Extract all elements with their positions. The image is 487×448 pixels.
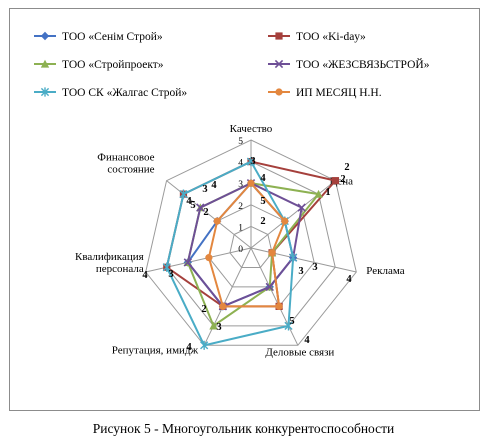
point-marker [274, 59, 284, 69]
legend-label: ТОО «ЖЕЗСВЯЗЬСТРОЙ» [296, 57, 430, 71]
point-marker [40, 59, 50, 68]
point-marker [331, 177, 340, 185]
data-label: 5 [190, 200, 195, 211]
data-label: 2 [344, 162, 349, 173]
series-line [186, 182, 303, 308]
point-marker [209, 321, 218, 330]
radial-tick-label: 5 [238, 137, 243, 147]
point-marker [205, 254, 213, 262]
radial-tick-label: 1 [238, 223, 243, 233]
data-label: 3 [168, 269, 173, 280]
legend-item: ИП МЕСЯЦ Н.Н. [268, 87, 382, 99]
point-marker [275, 88, 283, 96]
grid-spoke [250, 247, 299, 346]
data-label: 4 [260, 173, 266, 184]
point-marker [289, 253, 298, 263]
category-label: Деловые связи [265, 346, 334, 358]
data-label: 3 [312, 262, 317, 273]
series-line [165, 160, 295, 347]
series-4 [183, 179, 306, 311]
data-label: 3 [250, 156, 255, 167]
point-marker [213, 217, 221, 225]
data-label: 4 [304, 335, 310, 346]
point-marker [297, 203, 306, 212]
point-marker [281, 217, 289, 225]
grid-spoke [250, 180, 336, 249]
data-label: 2 [340, 174, 345, 185]
grid-ring-1 [229, 225, 273, 268]
category-label: Квалификация персонала [75, 251, 144, 275]
data-label: 4 [346, 274, 352, 285]
point-marker [275, 302, 283, 310]
grid-ring-5 [145, 139, 357, 346]
legend-label: ИП МЕСЯЦ Н.Н. [296, 87, 382, 99]
point-marker [247, 179, 255, 187]
category-label: Репутация, имидж [112, 344, 199, 356]
data-label: 4 [186, 342, 192, 353]
data-label: 1 [325, 187, 330, 198]
legend: ТОО «Сенім Строй» ТОО «Ki-day» ТОО «Стройп… [34, 31, 430, 99]
legend-item: ТОО СК «Жалгас Строй» [34, 87, 187, 99]
point-marker [40, 31, 50, 41]
point-marker [200, 340, 209, 350]
radial-tick-label: 0 [238, 245, 243, 255]
point-marker [268, 249, 276, 257]
data-label: 2 [203, 207, 208, 218]
category-label: Реклама [366, 265, 404, 277]
point-marker [275, 32, 283, 40]
series-6 [205, 179, 289, 310]
point-marker [179, 189, 188, 199]
legend-label: ТОО СК «Жалгас Строй» [62, 87, 187, 99]
point-marker [219, 302, 227, 310]
radial-tick-label: 4 [238, 159, 243, 169]
legend-label: ТОО «Стройпроект» [62, 59, 164, 71]
point-marker [246, 157, 256, 167]
figure-caption: Рисунок 5 - Многоугольник конкурентоспос… [92, 421, 395, 436]
data-label: 4 [186, 196, 192, 207]
data-label: 5 [289, 316, 294, 327]
radial-tick-label: 2 [238, 202, 243, 212]
point-marker [314, 189, 323, 198]
legend-label: ТОО «Сенім Строй» [62, 31, 163, 43]
legend-item: ТОО «Ki-day» [268, 31, 366, 43]
legend-item: ТОО «Сенім Строй» [34, 31, 163, 43]
radial-tick-label: 3 [238, 180, 243, 190]
legend-item: ТОО «ЖЕЗСВЯЗЬСТРОЙ» [268, 57, 430, 71]
data-label: 4 [142, 270, 148, 281]
legend-item: ТОО «Стройпроект» [34, 59, 164, 71]
point-marker [284, 321, 293, 331]
point-marker [40, 87, 50, 97]
point-marker [162, 262, 171, 272]
data-label: 5 [260, 196, 265, 207]
point-marker [183, 258, 192, 267]
point-marker [265, 282, 274, 292]
category-label: Качество [230, 123, 273, 135]
data-label: 3 [298, 266, 303, 277]
legend-label: ТОО «Ki-day» [296, 31, 366, 43]
data-label: 4 [211, 180, 217, 191]
chart-frame: 0 1 2 3 4 5 Качество Цена Реклама Деловые связи Ре… [9, 8, 480, 411]
data-label: 2 [260, 216, 265, 227]
data-label: 2 [201, 304, 206, 315]
data-label: 3 [202, 184, 207, 195]
data-label: 3 [216, 322, 221, 333]
category-label: Финансовое состояние [97, 152, 154, 176]
point-marker [196, 203, 205, 212]
series-line [207, 181, 286, 308]
